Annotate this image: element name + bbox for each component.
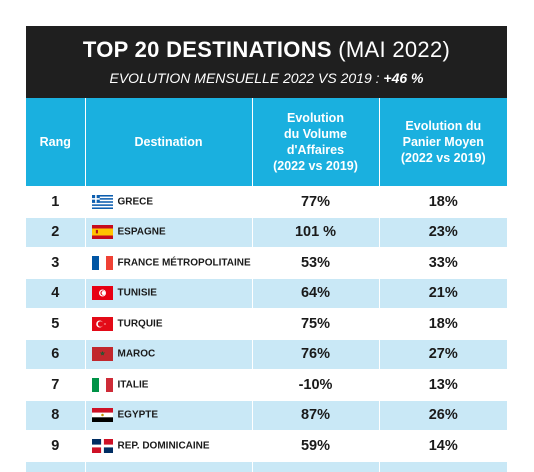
morocco-flag-icon <box>91 347 113 362</box>
dominican-republic-flag-icon <box>91 438 113 453</box>
table-row: 7 ITALIE -10% 13% <box>26 369 507 400</box>
header-basket-line: (2022 vs 2019) <box>400 151 486 165</box>
volume-cell <box>251 460 379 472</box>
destination-cell <box>84 460 252 472</box>
subtitle-value: +46 % <box>383 70 424 86</box>
rank-cell <box>26 460 85 472</box>
destination-cell: GRECE <box>84 186 252 217</box>
volume-cell: 59% <box>251 430 379 461</box>
tunisia-flag-icon <box>91 286 113 301</box>
header-volume: Evolution du Volume d'Affaires (2022 vs … <box>251 98 379 187</box>
basket-cell: 33% <box>378 247 507 278</box>
destination-name: REP. DOMINICAINE <box>117 440 210 452</box>
table-row: 6 MAROC 76% 27% <box>26 338 507 370</box>
title-period: (MAI 2022) <box>338 37 451 62</box>
france-flag-icon <box>91 255 113 270</box>
destination-cell: FRANCE MÉTROPOLITAINE <box>84 247 252 278</box>
table-row: 8 EGYPTE 87% 26% <box>26 399 507 431</box>
header-volume-line: du Volume <box>284 127 347 141</box>
subtitle-text: EVOLUTION MENSUELLE 2022 VS 2019 : <box>109 70 380 86</box>
header-volume-line: Evolution <box>287 111 344 125</box>
destination-cell: REP. DOMINICAINE <box>84 430 252 461</box>
page-subtitle: EVOLUTION MENSUELLE 2022 VS 2019 : +46 % <box>26 70 507 86</box>
destination-cell: MAROC <box>84 338 252 370</box>
rank-cell: 3 <box>26 247 85 278</box>
table-row: 3 FRANCE MÉTROPOLITAINE 53% 33% <box>26 247 507 278</box>
table-header-row: Rang Destination Evolution du Volume d'A… <box>26 98 507 187</box>
basket-cell: 13% <box>378 369 507 400</box>
destination-name: EGYPTE <box>117 409 159 421</box>
destinations-table: Rang Destination Evolution du Volume d'A… <box>26 98 507 472</box>
rank-cell: 7 <box>26 369 85 400</box>
destination-name: MAROC <box>117 348 156 360</box>
header-volume-line: (2022 vs 2019) <box>273 159 358 173</box>
rank-cell: 2 <box>26 216 85 248</box>
italy-flag-icon <box>91 377 113 392</box>
volume-cell: 77% <box>251 186 379 217</box>
table-row: 4 TUNISIE 64% 21% <box>26 277 507 309</box>
destination-name: FRANCE MÉTROPOLITAINE <box>117 257 251 269</box>
page-header: TOP 20 DESTINATIONS (MAI 2022) EVOLUTION… <box>26 26 507 98</box>
rank-cell: 9 <box>26 430 85 461</box>
destination-name: ITALIE <box>117 379 149 391</box>
volume-cell: 64% <box>251 277 379 309</box>
spain-flag-icon <box>91 225 113 240</box>
egypt-flag-icon <box>91 408 113 423</box>
header-rank: Rang <box>26 98 85 187</box>
table-row-partial <box>26 460 507 472</box>
basket-cell <box>378 460 507 472</box>
rank-cell: 5 <box>26 308 85 339</box>
basket-cell: 23% <box>378 216 507 248</box>
basket-cell: 21% <box>378 277 507 309</box>
basket-cell: 26% <box>378 399 507 431</box>
volume-cell: 76% <box>251 338 379 370</box>
rank-cell: 6 <box>26 338 85 370</box>
destination-name: GRECE <box>117 196 154 208</box>
greece-flag-icon <box>91 194 113 209</box>
destination-name: TUNISIE <box>117 287 157 299</box>
rank-cell: 8 <box>26 399 85 431</box>
table-row: 2 ESPAGNE 101 % 23% <box>26 216 507 248</box>
rank-cell: 4 <box>26 277 85 309</box>
volume-cell: -10% <box>251 369 379 400</box>
basket-cell: 18% <box>378 186 507 217</box>
basket-cell: 14% <box>378 430 507 461</box>
destination-cell: ESPAGNE <box>84 216 252 248</box>
destination-cell: TURQUIE <box>84 308 252 339</box>
volume-cell: 75% <box>251 308 379 339</box>
rank-cell: 1 <box>26 186 85 217</box>
basket-cell: 18% <box>378 308 507 339</box>
volume-cell: 87% <box>251 399 379 431</box>
volume-cell: 53% <box>251 247 379 278</box>
destination-name: ESPAGNE <box>117 226 166 238</box>
header-volume-line: d'Affaires <box>286 143 345 157</box>
table-row: 5 TURQUIE 75% 18% <box>26 308 507 339</box>
volume-cell: 101 % <box>251 216 379 248</box>
header-basket-line: Evolution du <box>405 119 482 133</box>
destination-cell: EGYPTE <box>84 399 252 431</box>
destination-cell: ITALIE <box>84 369 252 400</box>
header-destination: Destination <box>84 98 252 187</box>
destination-name: TURQUIE <box>117 318 163 330</box>
destination-cell: TUNISIE <box>84 277 252 309</box>
basket-cell: 27% <box>378 338 507 370</box>
table-row: 9 REP. DOMINICAINE 59% 14% <box>26 430 507 461</box>
page-title: TOP 20 DESTINATIONS (MAI 2022) <box>26 37 507 63</box>
header-basket-line: Panier Moyen <box>402 135 484 149</box>
turkey-flag-icon <box>91 316 113 331</box>
table-row: 1 GRECE 77% 18% <box>26 186 507 217</box>
title-main: TOP 20 DESTINATIONS <box>82 37 332 62</box>
header-basket: Evolution du Panier Moyen (2022 vs 2019) <box>378 98 507 187</box>
